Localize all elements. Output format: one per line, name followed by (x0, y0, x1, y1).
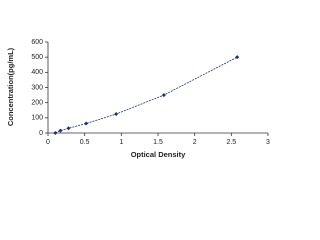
y-tick-label: 500 (31, 54, 43, 61)
x-tick-label: 3 (266, 139, 270, 146)
x-tick-label: 0.5 (80, 139, 90, 146)
point (58, 128, 63, 133)
point (235, 55, 240, 60)
point (114, 112, 119, 117)
y-tick-label: 300 (31, 84, 43, 91)
x-tick-label: 0 (46, 139, 50, 146)
point (53, 131, 58, 135)
y-tick-label: 0 (39, 130, 43, 137)
x-tick-label: 2.5 (226, 139, 236, 146)
curve (55, 56, 238, 134)
y-tick-label: 400 (31, 69, 43, 76)
x-tick-label: 1.5 (153, 139, 163, 146)
point (66, 126, 71, 131)
y-tick-label: 100 (31, 115, 43, 122)
point (161, 93, 166, 98)
point (84, 121, 89, 126)
x-axis-title: Optical Density (131, 150, 186, 159)
y-tick-label: 200 (31, 100, 43, 107)
chart: Optical Density Concentration(pg/mL) 010… (6, 39, 270, 159)
x-tick-label: 1 (119, 139, 123, 146)
x-tick-label: 2 (193, 139, 197, 146)
y-tick-label: 600 (31, 39, 43, 46)
y-axis-title: Concentration(pg/mL) (6, 47, 15, 126)
